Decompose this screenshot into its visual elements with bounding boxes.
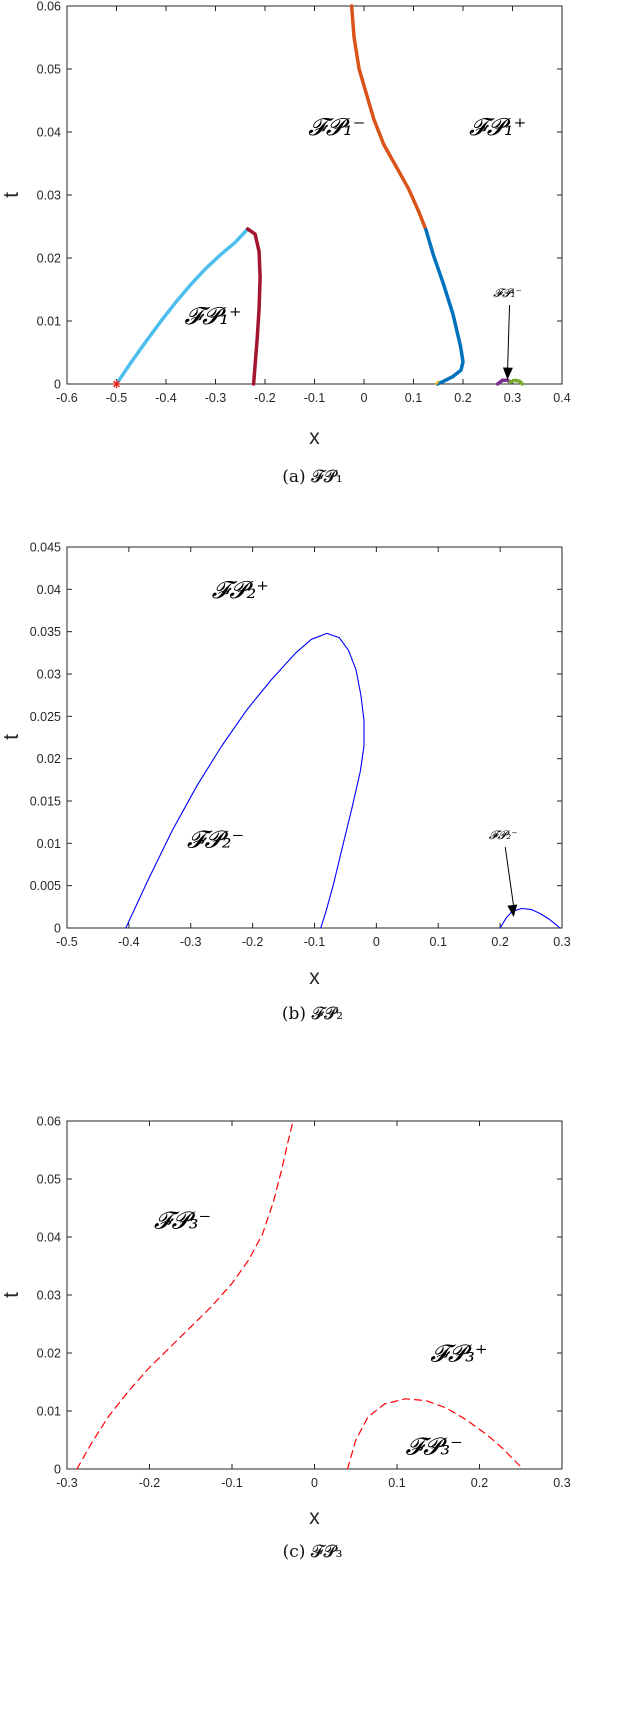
c3-region-label: 𝓕𝓟₃⁻ [154,1206,211,1234]
c1-x-tick-label: -0.6 [56,391,78,405]
c2-x-tick-label: -0.3 [180,935,202,949]
c1-x-tick-label: -0.3 [205,391,227,405]
c1-x-tick-label: 0.4 [553,391,570,405]
c2-x-axis-label: x [309,966,320,989]
c1-x-tick-label: 0.2 [454,391,471,405]
c1-annotation-arrow-head [502,367,513,380]
c3-x-tick-label: 0.3 [553,1476,570,1490]
c1-region-label: 𝓕𝓟₁⁺ [469,113,526,141]
c2-y-tick-label: 0.04 [37,583,61,597]
c1-x-tick-label: -0.2 [254,391,276,405]
c3-x-tick-label: -0.3 [56,1476,78,1490]
chart-fp1: -0.6 -0.5 -0.4 -0.3 -0.2 -0.1 0 0.1 0.2 0.3 0.4 0 0.… [0,0,571,487]
c3-plot-frame [66,1120,563,1470]
c2-y-tick-label: 0.015 [30,795,61,809]
c2-y-tick-label: 0.025 [30,710,61,724]
c1-plot-frame [66,5,563,385]
c3-region-label: 𝓕𝓟₃⁻ [405,1433,462,1461]
c1-series-line-4 [424,227,465,386]
c3-caption: (c) 𝓕𝓟₃ [283,1542,343,1562]
c2-x-tick-label: 0 [373,935,380,949]
c1-annotation-arrow-line [507,305,511,370]
c2-x-tick-label: 0.3 [553,935,570,949]
c1-series-line-1 [114,227,250,386]
c1-x-axis-label: x [309,426,320,449]
c2-y-tick-label: 0.005 [30,879,61,893]
c2-annotation-arrow-line [504,847,515,908]
c1-y-tick-label: 0.03 [37,189,61,203]
c1-x-tick-label: -0.5 [106,391,128,405]
c2-plot-frame [66,546,563,929]
c2-y-tick-label: 0.02 [37,752,61,766]
c3-y-tick-label: 0 [54,1463,61,1477]
c1-region-label: 𝓕𝓟₁⁻ [308,113,365,141]
c3-x-axis-label: x [309,1506,320,1529]
c3-y-tick-label: 0.06 [37,1115,61,1129]
c2-region-label: 𝓕𝓟₂⁻ [187,826,244,854]
c1-y-tick-label: 0.04 [37,126,61,140]
c1-y-tick-label: 0.06 [37,0,61,14]
chart-fp2: -0.5 -0.4 -0.3 -0.2 -0.1 0 0.1 0.2 0.3 0 0.005 0.01… [0,541,571,1025]
c2-x-tick-label: 0.2 [491,935,508,949]
c1-x-tick-label: 0 [361,391,368,405]
c2-y-tick-label: 0.03 [37,668,61,682]
c1-series-line-7 [435,380,440,385]
c1-series-line-3 [349,4,428,232]
c3-x-tick-label: 0 [311,1476,318,1490]
c1-y-tick-label: 0.01 [37,315,61,329]
c1-x-tick-label: -0.1 [304,391,326,405]
c1-y-tick-label: 0.02 [37,252,61,266]
c3-y-tick-label: 0.01 [37,1405,61,1419]
c1-caption: (a) 𝓕𝓟₁ [282,467,342,487]
c1-series-line-2 [245,227,262,386]
c2-y-tick-label: 0.045 [30,541,61,555]
c2-series-line-2 [499,907,561,929]
c2-region-label: 𝓕𝓟₂⁺ [212,576,269,604]
c3-series-line-1 [76,1120,294,1470]
c1-region-label: 𝓕𝓟₁⁺ [184,302,241,330]
c2-y-tick-label: 0 [54,922,61,936]
c2-y-tick-label: 0.01 [37,837,61,851]
c2-x-tick-label: -0.5 [56,935,78,949]
c1-start-marker [112,380,121,388]
c3-x-tick-label: 0.2 [471,1476,488,1490]
c3-series-line-2 [346,1398,524,1470]
c2-annotation-arrow-head [507,904,518,917]
c2-caption: (b) 𝓕𝓟₂ [282,1004,343,1024]
c3-y-tick-label: 0.05 [37,1173,61,1187]
c1-y-axis-label: t [0,192,23,198]
c2-annotation-label: 𝓕𝓟₂⁻ [489,828,518,842]
c1-y-tick-label: 0 [54,378,61,392]
c2-series-line-1 [125,632,365,929]
c3-y-tick-label: 0.02 [37,1347,61,1361]
c1-x-tick-label: 0.1 [405,391,422,405]
c3-x-tick-label: -0.2 [139,1476,161,1490]
c2-y-axis-label: t [0,734,23,740]
chart-fp3: -0.3 -0.2 -0.1 0 0.1 0.2 0.3 0 0.01 0.02 0.03 0.04 0… [0,1115,571,1562]
c2-y-tick-label: 0.035 [30,625,61,639]
c3-region-label: 𝓕𝓟₃⁺ [430,1340,487,1368]
c3-y-axis-label: t [0,1292,23,1298]
c1-x-tick-label: -0.4 [155,391,177,405]
c2-x-tick-label: -0.2 [242,935,264,949]
c3-y-tick-label: 0.03 [37,1289,61,1303]
c1-y-tick-label: 0.05 [37,63,61,77]
c1-series-line-6 [508,378,525,386]
c2-x-tick-label: -0.1 [304,935,326,949]
c1-annotation-label: 𝓕𝓟₁⁻ [493,286,522,300]
c2-x-tick-label: -0.4 [118,935,140,949]
c3-y-tick-label: 0.04 [37,1231,61,1245]
c2-x-tick-label: 0.1 [430,935,447,949]
c3-x-tick-label: 0.1 [388,1476,405,1490]
c1-x-tick-label: 0.3 [504,391,521,405]
c3-x-tick-label: -0.1 [221,1476,243,1490]
